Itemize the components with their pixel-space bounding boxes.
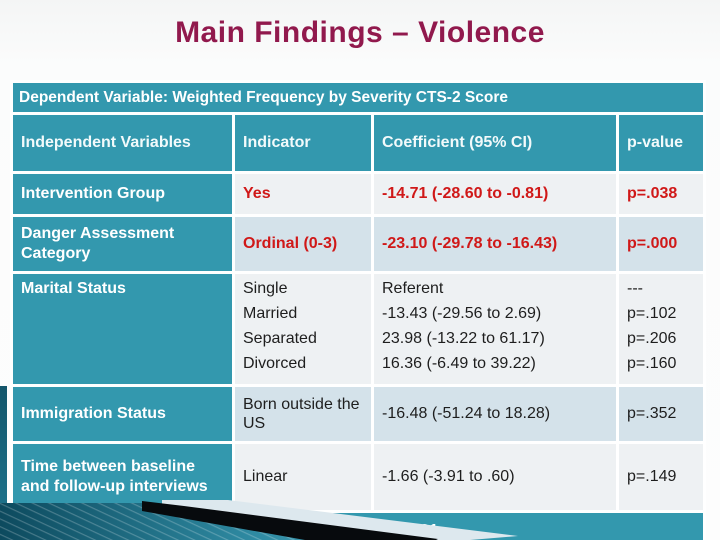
table-row-intervention-group: Intervention Group Yes -14.71 (-28.60 to… [13,174,704,214]
slide-title: Main Findings – Violence [175,16,545,49]
indicator-line: Married [243,305,298,322]
column-header-coefficient: Coefficient (95% CI) [374,115,616,171]
variable-label: Intervention Group [13,174,232,214]
variable-label: Danger Assessment Category [13,217,232,271]
swoosh-pale [162,500,518,540]
variable-label: Immigration Status [13,387,232,441]
coefficient-value: -16.48 (-51.24 to 18.28) [374,387,616,441]
coefficient-value: -1.66 (-3.91 to .60) [374,444,616,510]
coefficient-line: 16.36 (-6.49 to 39.22) [382,355,536,372]
p-value: p=.149 [619,444,704,510]
table-row-time-between-interviews: Time between baseline and follow-up inte… [13,444,704,510]
coefficient-line: -13.43 (-29.56 to 2.69) [382,305,542,322]
table-row-danger-assessment: Danger Assessment Category Ordinal (0-3)… [13,217,704,271]
table-header-row: Independent Variables Indicator Coeffici… [13,115,704,171]
table-row-marital-status: Marital Status Single Married Separated … [13,274,704,384]
column-header-p-value: p-value [619,115,704,171]
indicator-value: Born outside the US [235,387,371,441]
coefficient-line: 23.98 (-13.22 to 61.17) [382,330,545,347]
coefficient-value-list: Referent -13.43 (-29.56 to 2.69) 23.98 (… [374,274,616,384]
p-value: p=.000 [619,217,704,271]
bottom-swoosh-decoration [0,500,518,540]
indicator-value: Linear [235,444,371,510]
coefficient-value: -14.71 (-28.60 to -0.81) [374,174,616,214]
p-value-list: --- p=.102 p=.206 p=.160 [619,274,704,384]
indicator-value: Ordinal (0-3) [235,217,371,271]
left-edge-accent-bar [0,386,7,504]
indicator-value-list: Single Married Separated Divorced [235,274,371,384]
table-caption-row: Dependent Variable: Weighted Frequency b… [13,83,704,112]
p-value-line: p=.206 [627,330,677,347]
coefficient-line: Referent [382,280,444,297]
coefficient-value: -23.10 (-29.78 to -16.43) [374,217,616,271]
indicator-value: Yes [235,174,371,214]
column-header-independent-variables: Independent Variables [13,115,232,171]
column-header-indicator: Indicator [235,115,371,171]
variable-label: Marital Status [13,274,232,384]
p-value-line: --- [627,280,643,297]
indicator-line: Separated [243,330,317,347]
dependent-variable-caption: Dependent Variable: Weighted Frequency b… [13,83,704,112]
indicator-line: Single [243,280,288,297]
p-value: p=.352 [619,387,704,441]
swoosh-black [142,501,438,540]
p-value-line: p=.160 [627,355,677,372]
p-value: p=.038 [619,174,704,214]
variable-label: Time between baseline and follow-up inte… [13,444,232,510]
indicator-line: Divorced [243,355,307,372]
table-row-immigration-status: Immigration Status Born outside the US -… [13,387,704,441]
p-value-line: p=.102 [627,305,677,322]
results-table: Dependent Variable: Weighted Frequency b… [10,80,707,540]
